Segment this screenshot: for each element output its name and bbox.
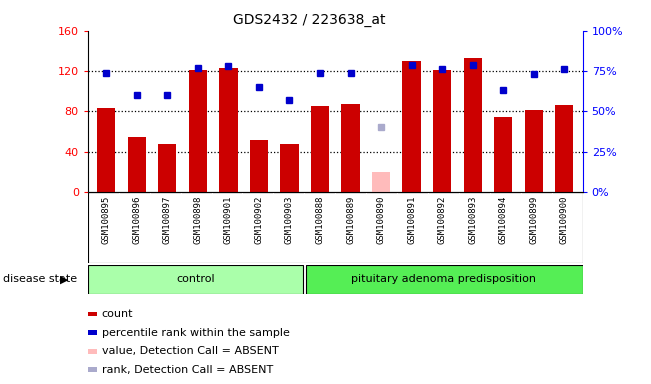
Text: GSM100889: GSM100889 [346, 195, 355, 244]
Text: GSM100888: GSM100888 [316, 195, 324, 244]
Text: GSM100901: GSM100901 [224, 195, 233, 244]
Text: GSM100893: GSM100893 [468, 195, 477, 244]
Bar [372, 172, 390, 192]
Text: count: count [102, 309, 133, 319]
Bar [219, 68, 238, 192]
Bar [88, 367, 97, 372]
Bar [464, 58, 482, 192]
Bar [306, 265, 583, 294]
Text: GSM100892: GSM100892 [437, 195, 447, 244]
Text: GSM100896: GSM100896 [132, 195, 141, 244]
Bar [341, 104, 360, 192]
Text: ▶: ▶ [60, 274, 68, 285]
Text: GSM100900: GSM100900 [560, 195, 569, 244]
Text: GDS2432 / 223638_at: GDS2432 / 223638_at [233, 13, 385, 27]
Text: GSM100894: GSM100894 [499, 195, 508, 244]
Text: GSM100898: GSM100898 [193, 195, 202, 244]
Bar [88, 265, 303, 294]
Bar [158, 144, 176, 192]
Bar [88, 312, 97, 316]
Text: control: control [177, 274, 215, 285]
Text: GSM100890: GSM100890 [376, 195, 385, 244]
Text: GSM100895: GSM100895 [102, 195, 111, 244]
Bar [402, 61, 421, 192]
Bar [281, 144, 299, 192]
Bar [128, 137, 146, 192]
Text: GSM100902: GSM100902 [255, 195, 264, 244]
Text: GSM100897: GSM100897 [163, 195, 172, 244]
Text: value, Detection Call = ABSENT: value, Detection Call = ABSENT [102, 346, 279, 356]
Bar [97, 108, 115, 192]
Text: disease state: disease state [3, 274, 77, 285]
Bar [525, 110, 543, 192]
Bar [494, 118, 512, 192]
Text: GSM100903: GSM100903 [285, 195, 294, 244]
Bar [88, 349, 97, 354]
Bar [433, 70, 451, 192]
Text: GSM100891: GSM100891 [407, 195, 416, 244]
Bar [311, 106, 329, 192]
Bar [555, 105, 574, 192]
Bar [88, 330, 97, 335]
Text: percentile rank within the sample: percentile rank within the sample [102, 328, 290, 338]
Bar [250, 140, 268, 192]
Text: pituitary adenoma predisposition: pituitary adenoma predisposition [351, 274, 536, 285]
Text: rank, Detection Call = ABSENT: rank, Detection Call = ABSENT [102, 365, 273, 375]
Bar [189, 70, 207, 192]
Text: GSM100899: GSM100899 [529, 195, 538, 244]
